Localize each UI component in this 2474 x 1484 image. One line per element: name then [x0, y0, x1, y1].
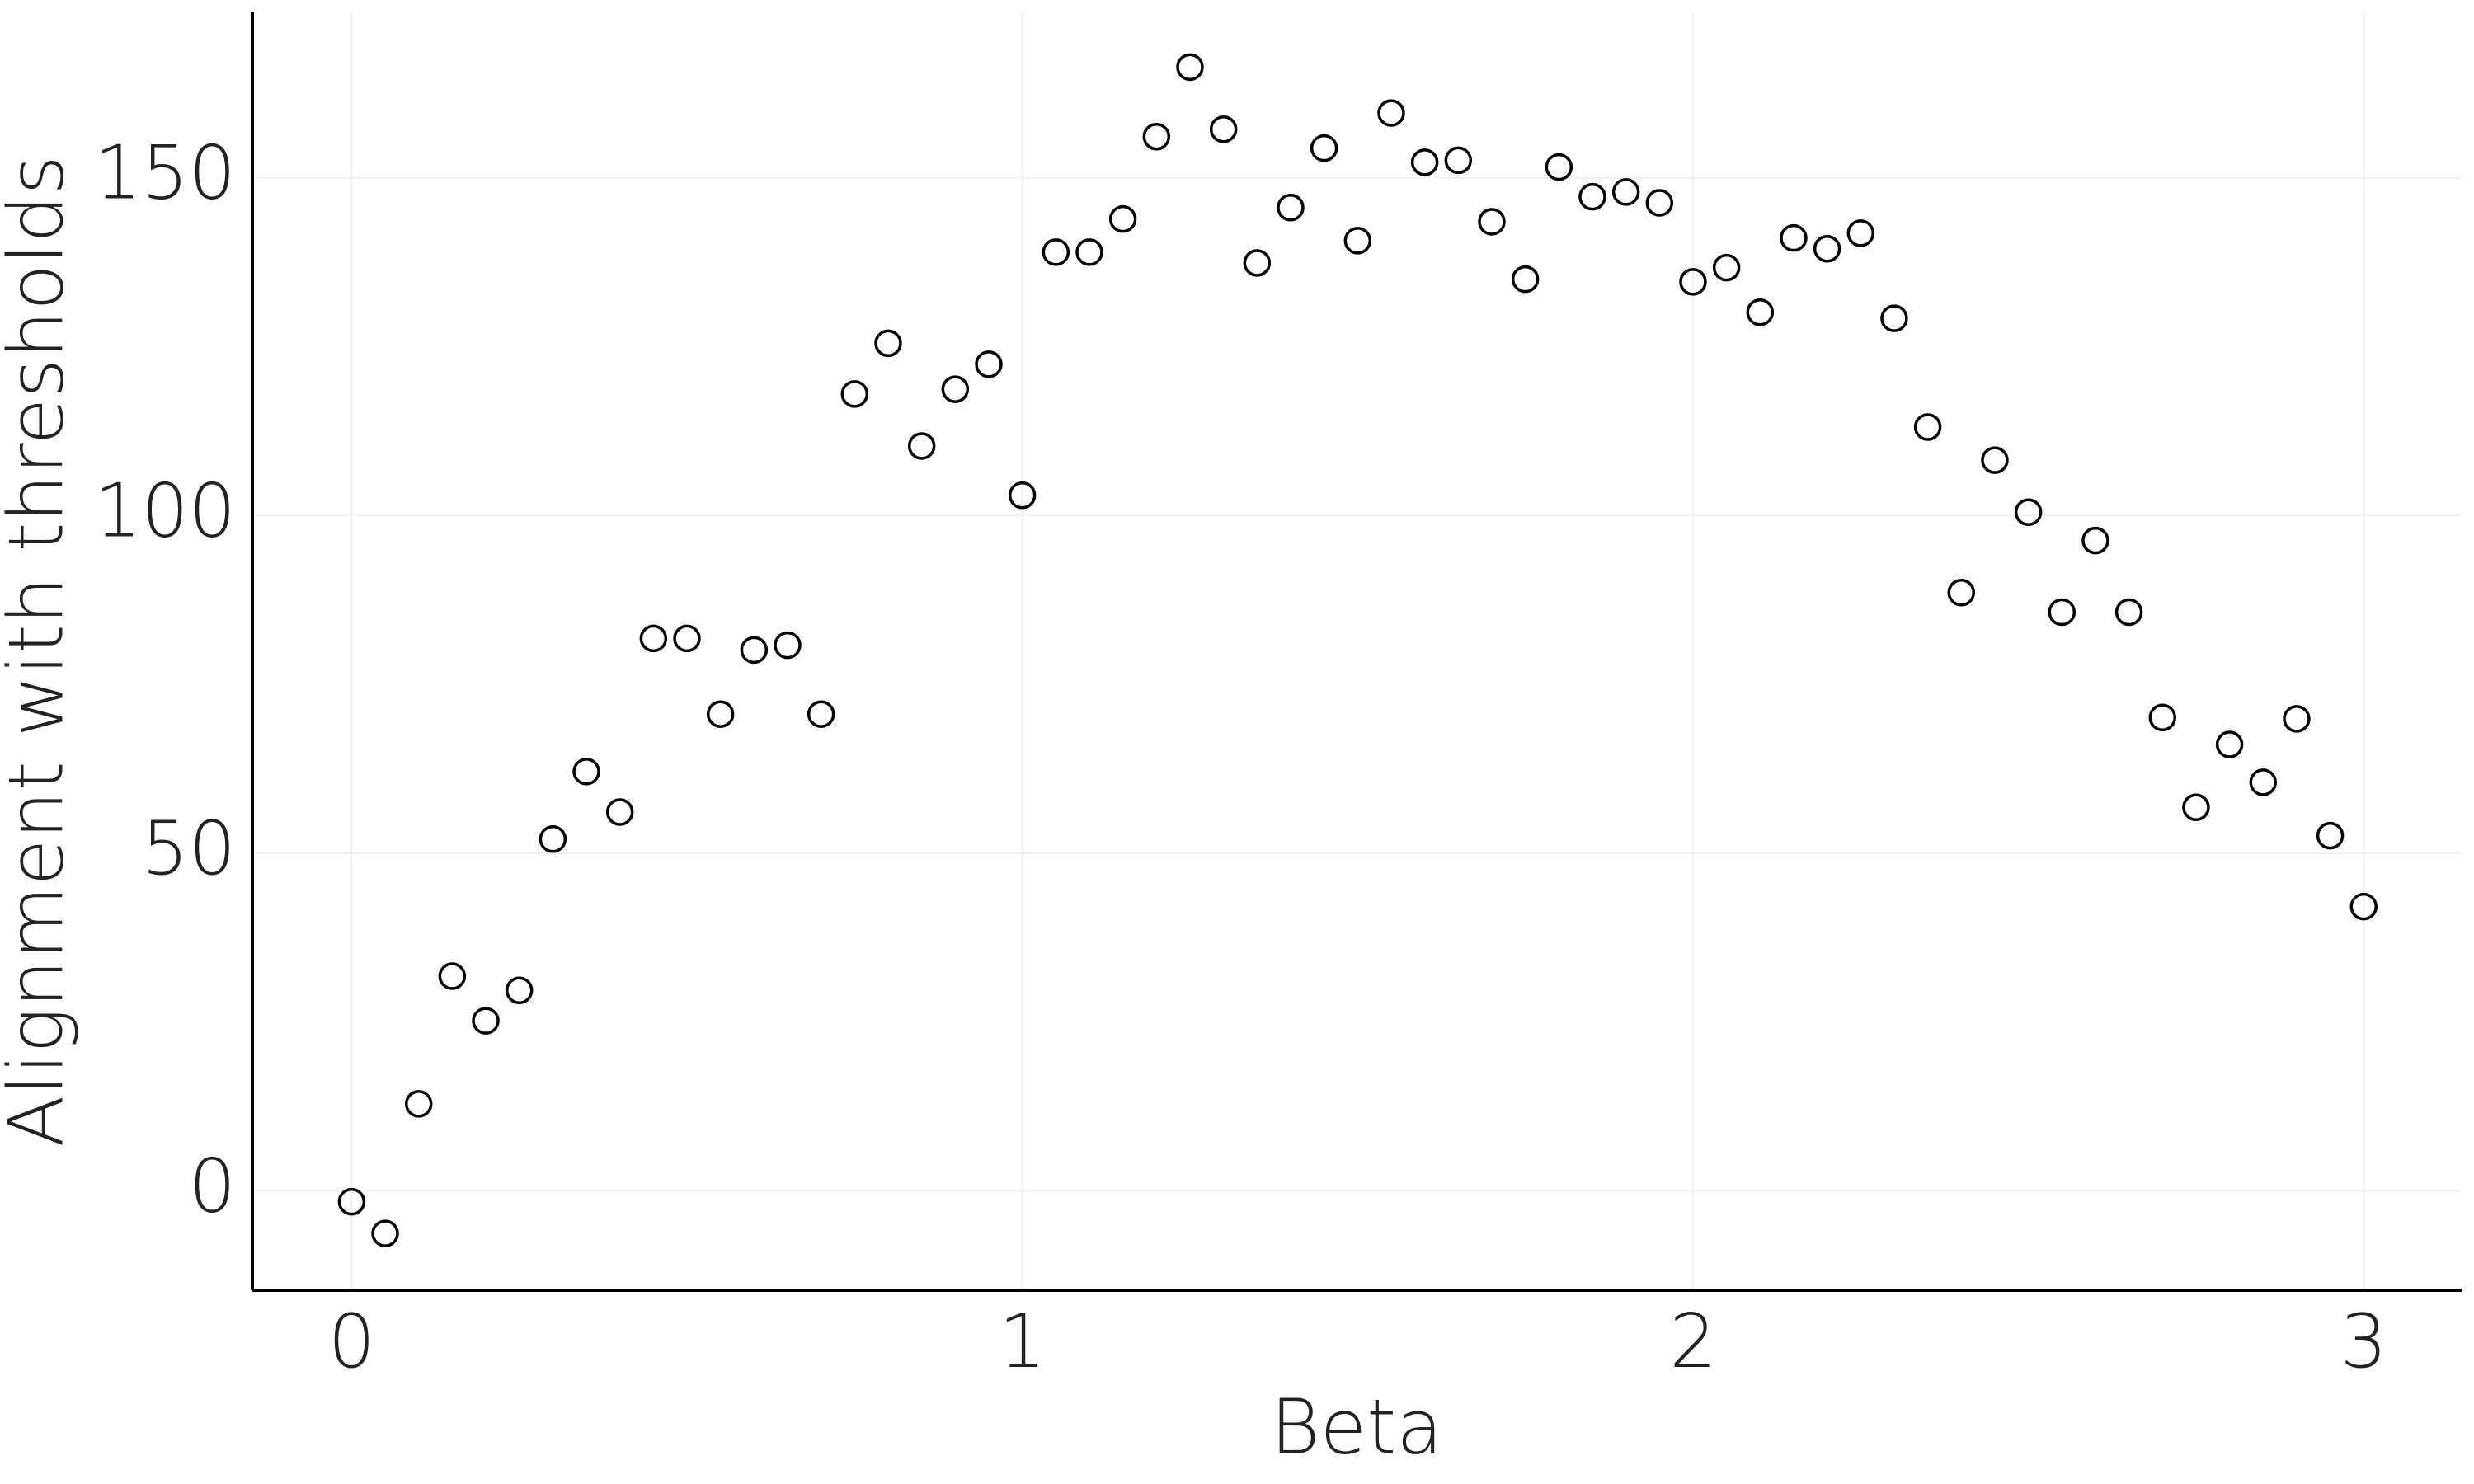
point — [1545, 153, 1573, 181]
point — [1981, 446, 2009, 474]
point — [2148, 703, 2177, 732]
point — [1578, 182, 1606, 211]
point — [840, 380, 869, 408]
point — [807, 700, 835, 728]
point — [1343, 227, 1372, 255]
point — [941, 375, 970, 403]
point — [1042, 238, 1070, 266]
point — [1645, 189, 1674, 217]
y-tick-label: 0 — [189, 1144, 236, 1230]
point — [2349, 892, 2378, 921]
y-axis-label: Alignment with thresholds — [0, 155, 81, 1147]
point — [1611, 178, 1640, 206]
y-tick-label: 150 — [94, 130, 236, 217]
y-tick-label: 50 — [141, 805, 236, 892]
point — [975, 350, 1003, 378]
point — [673, 624, 701, 653]
point — [572, 758, 600, 786]
point — [371, 1219, 399, 1247]
point — [907, 432, 936, 460]
point — [1846, 219, 1875, 247]
point — [505, 976, 534, 1005]
point — [1880, 304, 1908, 332]
point — [1712, 253, 1741, 282]
point — [539, 824, 567, 853]
point — [1511, 265, 1540, 294]
point — [774, 631, 802, 660]
point — [472, 1007, 500, 1035]
point — [2182, 793, 2210, 821]
point — [874, 329, 902, 358]
point — [740, 636, 769, 665]
point — [1780, 223, 1808, 252]
point — [1377, 99, 1405, 127]
point — [1142, 122, 1171, 151]
point — [337, 1187, 366, 1216]
point — [1947, 578, 1976, 607]
x-tick-label: 1 — [999, 1298, 1046, 1385]
point — [2081, 526, 2109, 555]
y-tick-label: 100 — [94, 467, 236, 554]
point — [706, 700, 735, 728]
point — [1108, 204, 1137, 233]
point — [1310, 134, 1338, 162]
point — [2316, 821, 2345, 850]
point — [2048, 598, 2077, 627]
point — [2014, 498, 2043, 526]
x-axis-label: Beta — [1270, 1383, 1442, 1472]
point — [1243, 249, 1272, 277]
point — [2114, 598, 2143, 627]
point — [1075, 238, 1103, 266]
point — [438, 962, 467, 990]
point — [1913, 413, 1942, 441]
point — [2249, 768, 2278, 796]
point — [1209, 115, 1238, 143]
point — [1176, 53, 1204, 82]
x-tick-label: 3 — [2340, 1298, 2387, 1385]
point — [2215, 730, 2244, 758]
point — [639, 624, 668, 653]
point — [1746, 298, 1775, 326]
point — [2283, 705, 2311, 733]
point — [1813, 234, 1841, 263]
point — [1277, 194, 1305, 222]
point — [1444, 146, 1473, 175]
point — [1478, 208, 1506, 236]
x-tick-label: 0 — [328, 1298, 375, 1385]
point — [1410, 148, 1439, 176]
point — [605, 798, 634, 826]
x-tick-label: 2 — [1669, 1298, 1716, 1385]
point — [1679, 268, 1707, 296]
point — [404, 1090, 433, 1118]
point — [1008, 481, 1037, 510]
